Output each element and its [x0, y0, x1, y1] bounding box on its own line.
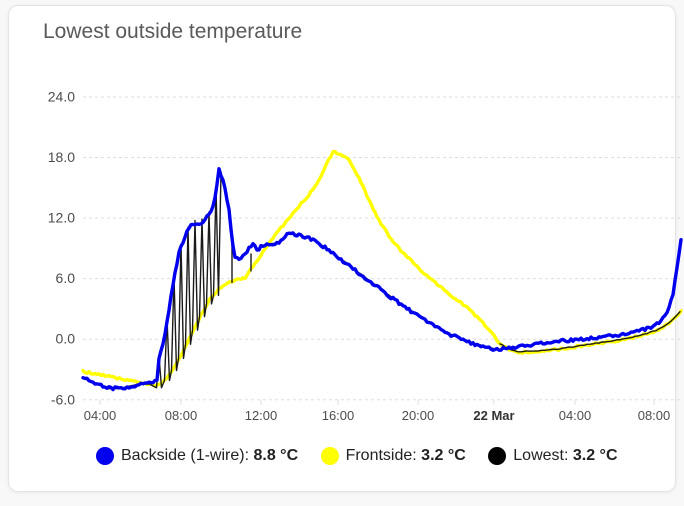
svg-text:24.0: 24.0: [48, 89, 75, 105]
svg-text:12:00: 12:00: [245, 408, 278, 423]
svg-text:18.0: 18.0: [48, 149, 75, 165]
svg-text:08:00: 08:00: [638, 408, 671, 423]
svg-text:08:00: 08:00: [165, 408, 198, 423]
svg-text:22 Mar: 22 Mar: [473, 408, 514, 423]
svg-text:04:00: 04:00: [84, 408, 117, 423]
svg-text:12.0: 12.0: [48, 210, 75, 226]
svg-text:0.0: 0.0: [56, 331, 76, 347]
svg-text:20:00: 20:00: [402, 408, 435, 423]
svg-text:-6.0: -6.0: [51, 391, 75, 407]
svg-text:16:00: 16:00: [322, 408, 355, 423]
svg-text:6.0: 6.0: [56, 270, 76, 286]
svg-text:04:00: 04:00: [559, 408, 592, 423]
